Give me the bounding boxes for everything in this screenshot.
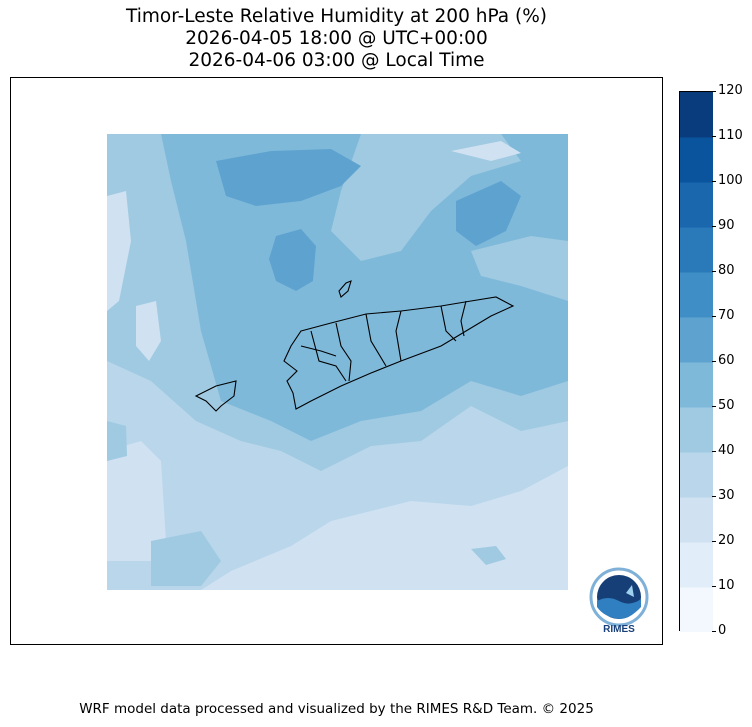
contour-20-30-west xyxy=(107,191,131,311)
colorbar-segment xyxy=(680,137,713,183)
colorbar-segment xyxy=(680,407,713,453)
colorbar-tick-label: 0 xyxy=(712,624,726,638)
humidity-contours xyxy=(107,134,568,590)
atauro-island-outline xyxy=(338,280,352,298)
contour-20-30-b xyxy=(136,301,161,361)
colorbar-segment xyxy=(680,497,713,543)
colorbar-scale xyxy=(680,92,713,632)
contour-40-50-north xyxy=(331,134,521,261)
colorbar-tick-label: 70 xyxy=(712,309,735,323)
humidity-map xyxy=(107,134,568,590)
colorbar-tick-label: 80 xyxy=(712,264,735,278)
colorbar-segment xyxy=(680,272,713,318)
title-line-2: 2026-04-05 18:00 @ UTC+00:00 xyxy=(185,28,488,49)
district-border xyxy=(395,310,402,362)
colorbar-segment xyxy=(680,362,713,408)
colorbar-tick-label: 40 xyxy=(712,444,735,458)
colorbar-tick-label: 110 xyxy=(712,129,743,143)
district-border xyxy=(440,305,457,342)
contour-20-30-south xyxy=(201,466,568,590)
colorbar-segment xyxy=(680,542,713,588)
oecusse-outline xyxy=(194,380,237,412)
title-line-1: Timor-Leste Relative Humidity at 200 hPa… xyxy=(125,6,548,27)
timor-island-outline xyxy=(283,296,515,410)
colorbar-tick-label: 50 xyxy=(712,399,735,413)
map-frame xyxy=(10,77,663,645)
colorbar-tick-label: 10 xyxy=(712,579,735,593)
coastline-boundaries xyxy=(194,280,515,412)
colorbar xyxy=(679,91,713,632)
contour-40-50-se xyxy=(471,546,506,565)
colorbar-segment xyxy=(680,317,713,363)
district-border xyxy=(460,300,467,337)
contour-20-30-sw xyxy=(107,441,166,561)
rimes-logo-icon: RIMES xyxy=(589,567,649,635)
rimes-logo: RIMES xyxy=(586,567,652,635)
svg-text:RIMES: RIMES xyxy=(603,624,635,635)
colorbar-segment xyxy=(680,182,713,228)
map-title: Timor-Leste Relative Humidity at 200 hPa… xyxy=(10,6,663,72)
footer-credit: WRF model data processed and visualized … xyxy=(79,701,594,717)
district-border xyxy=(310,330,347,382)
colorbar-segment xyxy=(680,452,713,498)
colorbar-segment xyxy=(680,92,713,138)
colorbar-segment xyxy=(680,587,713,632)
district-border xyxy=(335,322,352,382)
colorbar-tick-label: 100 xyxy=(712,174,743,188)
district-border xyxy=(365,313,387,367)
colorbar-tick-label: 20 xyxy=(712,534,735,548)
colorbar-tick-label: 60 xyxy=(712,354,735,368)
colorbar-tick-label: 90 xyxy=(712,219,735,233)
district-border xyxy=(300,345,337,357)
colorbar-tick-label: 30 xyxy=(712,489,735,503)
contour-20-30-ne xyxy=(451,141,521,161)
contour-40-50-east xyxy=(471,236,568,301)
contour-60-70-a xyxy=(216,149,361,206)
colorbar-tick-label: 120 xyxy=(712,84,743,98)
contour-40-50-sw xyxy=(107,421,127,461)
contour-60-70-c xyxy=(456,181,521,246)
contour-40-50-s xyxy=(151,531,221,586)
title-line-3: 2026-04-06 03:00 @ Local Time xyxy=(188,50,485,71)
colorbar-segment xyxy=(680,227,713,273)
contour-60-70-b xyxy=(269,229,316,291)
